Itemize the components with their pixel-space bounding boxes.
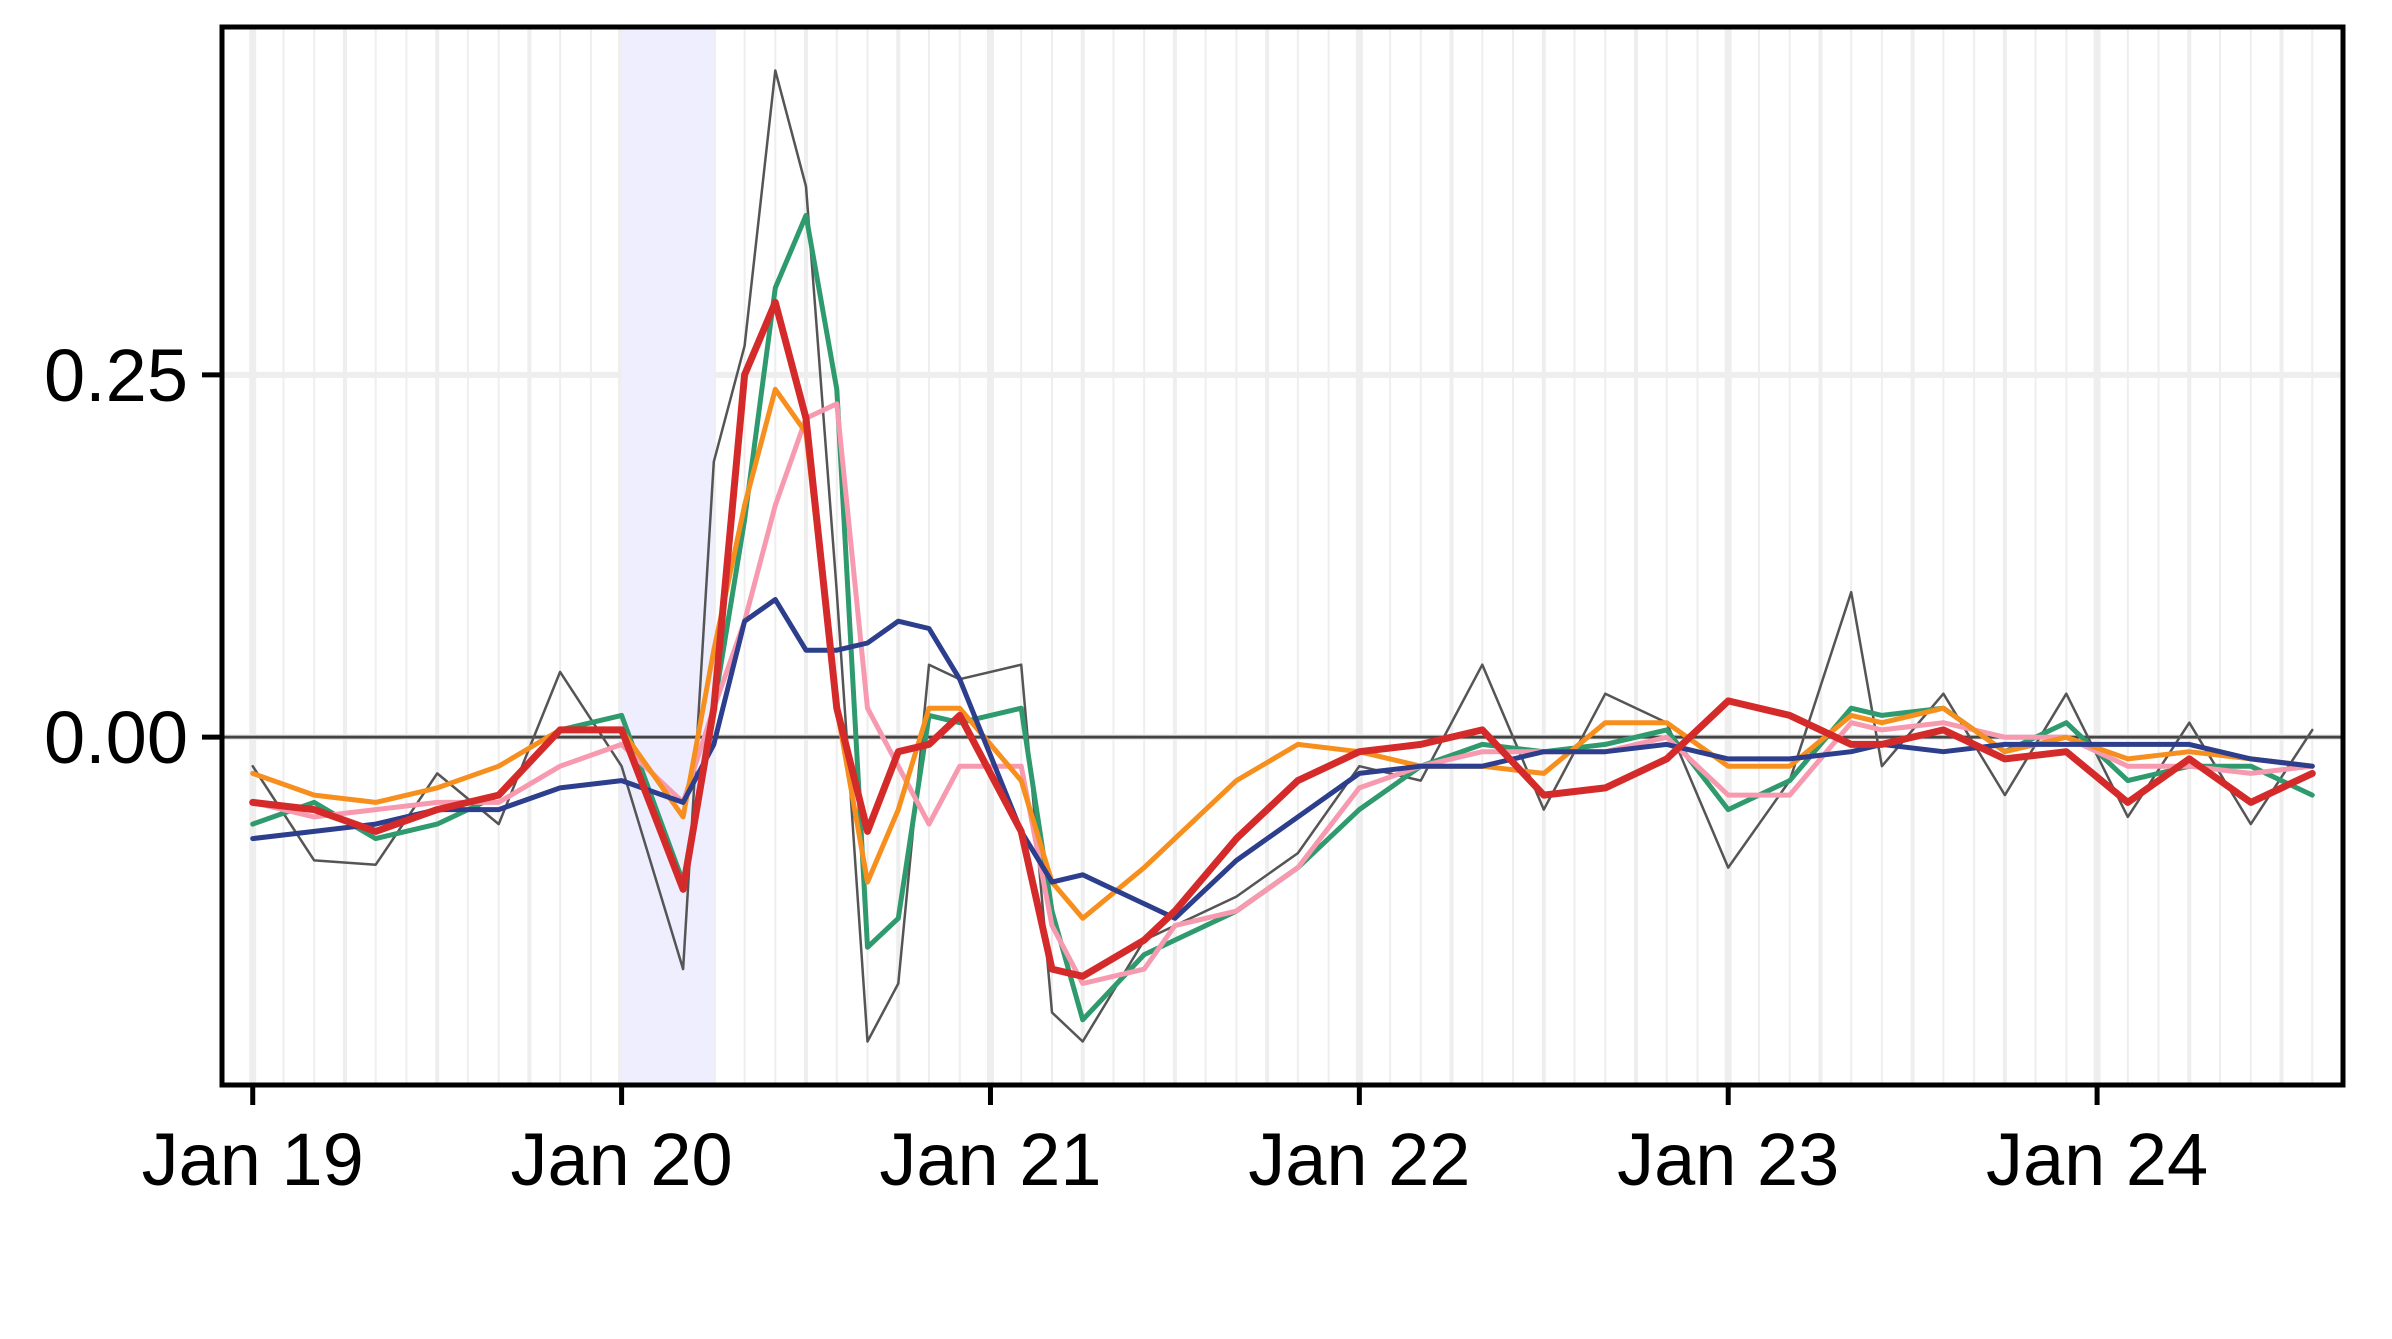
x-tick-label: Jan 20 bbox=[511, 1118, 733, 1201]
x-tick-label: Jan 21 bbox=[879, 1118, 1101, 1201]
x-tick-label: Jan 24 bbox=[1986, 1118, 2208, 1201]
x-tick-label: Jan 22 bbox=[1248, 1118, 1470, 1201]
plot-area bbox=[222, 27, 2343, 1085]
series-line-4 bbox=[250, 386, 2315, 921]
y-tick-label: 0.25 bbox=[44, 334, 188, 417]
x-tick-label: Jan 23 bbox=[1617, 1118, 1839, 1201]
series-line-6 bbox=[249, 298, 2316, 980]
shaded-period bbox=[621, 27, 714, 1085]
y-axis-ticks: 0.00 0.25 bbox=[44, 334, 222, 779]
shaded-band bbox=[621, 27, 714, 1085]
plot-background bbox=[222, 27, 2343, 1085]
plot-border bbox=[219, 24, 2346, 1088]
y-tick-label: 0.00 bbox=[44, 696, 188, 779]
series-line-3 bbox=[250, 401, 2315, 986]
series-line-5 bbox=[250, 597, 2315, 921]
x-tick-label: Jan 19 bbox=[142, 1118, 364, 1201]
series-lines bbox=[249, 69, 2316, 1043]
x-axis-ticks: Jan 19 Jan 20 Jan 21 Jan 22 Jan 23 Jan 24 bbox=[142, 1085, 2208, 1201]
axes-frame bbox=[219, 24, 2346, 1088]
